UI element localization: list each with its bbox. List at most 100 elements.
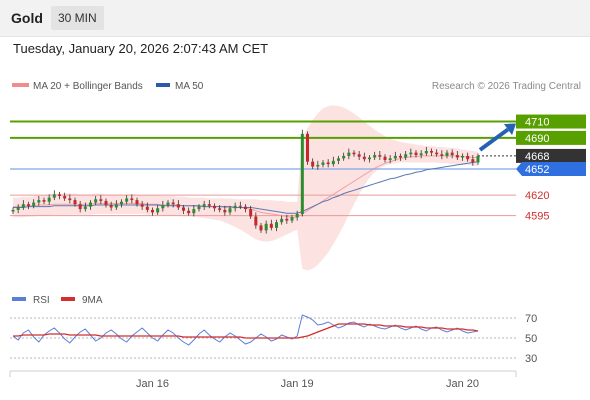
candle-body xyxy=(37,200,41,203)
candle-body xyxy=(47,197,51,202)
candle-body xyxy=(52,194,56,198)
candle xyxy=(207,200,211,209)
candle xyxy=(461,153,464,161)
candle xyxy=(197,204,201,212)
candle-body xyxy=(73,200,77,205)
time-axis: Jan 16 Jan 19 Jan 20 xyxy=(9,370,517,390)
candle-body xyxy=(424,151,428,154)
candle xyxy=(430,148,433,156)
candle xyxy=(135,197,139,207)
candle-body xyxy=(27,204,30,206)
candle-body xyxy=(166,202,170,205)
candle-body xyxy=(218,208,222,210)
candle-body xyxy=(145,206,149,210)
candle-body xyxy=(275,222,278,228)
candle xyxy=(37,196,41,206)
candle xyxy=(182,205,185,214)
candle xyxy=(140,200,144,210)
timeframe-badge[interactable]: 30 MIN xyxy=(51,6,104,30)
candle xyxy=(285,214,289,224)
candle xyxy=(89,200,92,210)
candle xyxy=(78,200,82,213)
candle xyxy=(125,195,129,205)
candle-body xyxy=(68,198,72,201)
candle xyxy=(47,194,51,205)
candle xyxy=(52,190,56,201)
candle-body xyxy=(311,161,315,167)
9ma-line xyxy=(13,323,479,339)
sub-level-label-4620: 4620 xyxy=(525,190,549,202)
candle-body xyxy=(295,214,299,218)
support-tag-4652 xyxy=(516,162,586,176)
rsi-tick-label-30: 30 xyxy=(525,353,537,365)
candle-body xyxy=(440,154,444,156)
candle xyxy=(316,160,320,170)
candle-body xyxy=(94,199,98,203)
candle-body xyxy=(321,162,325,165)
candle xyxy=(171,199,175,208)
candle xyxy=(455,151,459,160)
candle xyxy=(445,150,449,159)
candle-body xyxy=(249,209,253,217)
candle xyxy=(414,150,418,158)
candle xyxy=(145,202,149,213)
candle-body xyxy=(42,200,46,202)
candle-body xyxy=(331,160,335,165)
credit-label: Research © 2026 Trading Central xyxy=(432,81,581,92)
rsi-panel: 70 50 30 xyxy=(10,313,537,365)
candle-body xyxy=(161,205,165,209)
candle xyxy=(466,152,470,162)
candle-body xyxy=(399,155,402,158)
candle-body xyxy=(326,162,330,165)
candle-body xyxy=(89,202,92,207)
candle xyxy=(233,202,237,212)
resistance-tag-label-4710: 4710 xyxy=(525,117,549,129)
rsi-tick-label-70: 70 xyxy=(525,313,537,325)
candle xyxy=(352,150,356,157)
candle-body xyxy=(135,200,139,205)
candle-body xyxy=(197,206,201,210)
candle-body xyxy=(238,205,242,207)
candle-body xyxy=(83,206,87,210)
candle xyxy=(249,205,253,219)
candle-body xyxy=(171,202,175,205)
candle-body xyxy=(176,204,180,208)
candle-body xyxy=(182,207,185,211)
candle xyxy=(228,205,232,215)
candle-body xyxy=(58,194,61,196)
candle-body xyxy=(264,223,268,231)
x-tick-label: Jan 16 xyxy=(136,378,169,390)
rsi-legend-label: RSI xyxy=(33,295,50,306)
candle xyxy=(373,151,377,160)
candle xyxy=(306,131,309,165)
candle-body xyxy=(104,200,108,205)
candle-body xyxy=(140,204,144,207)
candle-body xyxy=(125,198,129,202)
candle-body xyxy=(130,198,134,201)
candle-body xyxy=(306,133,309,162)
candle-body xyxy=(156,208,160,213)
candle xyxy=(156,205,160,215)
candle-body xyxy=(63,196,67,199)
candle xyxy=(68,194,72,204)
candle xyxy=(326,159,330,168)
candle-body xyxy=(362,156,366,160)
candle-body xyxy=(404,154,408,158)
candle xyxy=(269,219,273,231)
candle-body xyxy=(445,152,449,156)
candle xyxy=(290,214,294,223)
candle-body xyxy=(192,209,196,214)
candle xyxy=(32,199,36,209)
candle-body xyxy=(213,205,216,209)
candle xyxy=(176,200,180,210)
candle-body xyxy=(269,223,273,228)
candle-body xyxy=(352,152,356,155)
candle xyxy=(94,196,98,205)
candle-body xyxy=(409,152,413,155)
candle-body xyxy=(476,155,480,163)
candle xyxy=(280,215,284,225)
candle xyxy=(357,151,361,160)
candle-body xyxy=(280,218,284,223)
candle-body xyxy=(342,155,346,159)
chart-timestamp: Tuesday, January 20, 2026 2:07:43 AM CET xyxy=(13,41,269,56)
